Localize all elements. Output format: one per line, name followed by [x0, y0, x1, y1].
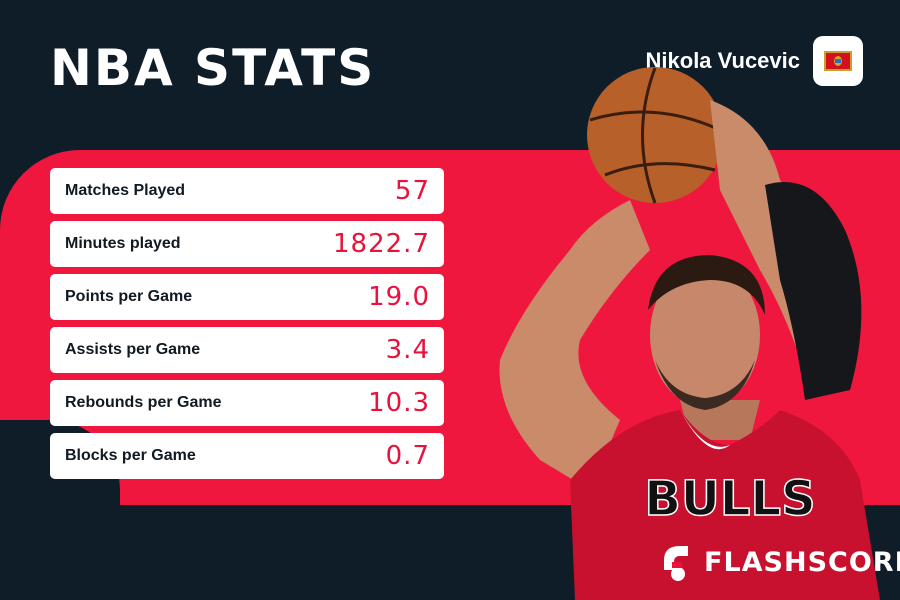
stat-label: Minutes played [65, 235, 181, 252]
stat-value: 1822.7 [333, 229, 430, 259]
stat-label: Blocks per Game [65, 447, 196, 464]
stat-value: 57 [394, 176, 430, 206]
stat-label: Matches Played [65, 182, 186, 199]
stats-list: Matches Played 57 Minutes played 1822.7 … [50, 168, 444, 479]
page-title: NBA STATS [50, 39, 376, 97]
player-photo: BULLS [499, 67, 880, 600]
bulls-jersey [570, 410, 880, 600]
stat-row-rebounds-per-game: Rebounds per Game 10.3 [50, 380, 444, 426]
flag-graphic [824, 51, 852, 71]
player-head [650, 263, 760, 407]
stat-value: 19.0 [368, 282, 430, 312]
stat-label: Assists per Game [65, 341, 201, 358]
stat-value: 0.7 [385, 441, 430, 471]
stat-row-minutes-played: Minutes played 1822.7 [50, 221, 444, 267]
stat-row-points-per-game: Points per Game 19.0 [50, 274, 444, 320]
flashscore-logo: FLASHSCORE [658, 540, 900, 584]
stat-row-matches-played: Matches Played 57 [50, 168, 444, 214]
flashscore-logo-text: FLASHSCORE [704, 546, 900, 578]
jersey-team-text: BULLS [644, 471, 815, 527]
montenegro-flag-icon [813, 36, 863, 86]
stat-row-assists-per-game: Assists per Game 3.4 [50, 327, 444, 373]
basketball-icon [587, 67, 723, 203]
stat-row-blocks-per-game: Blocks per Game 0.7 [50, 433, 444, 479]
stat-value: 3.4 [385, 335, 430, 365]
stat-label: Rebounds per Game [65, 394, 222, 411]
arm-sleeve [765, 182, 862, 400]
flashscore-logo-icon [664, 546, 688, 581]
stat-label: Points per Game [65, 288, 193, 305]
stat-value: 10.3 [368, 388, 430, 418]
background-foot [120, 505, 590, 600]
player-name: Nikola Vucevic [645, 48, 800, 73]
